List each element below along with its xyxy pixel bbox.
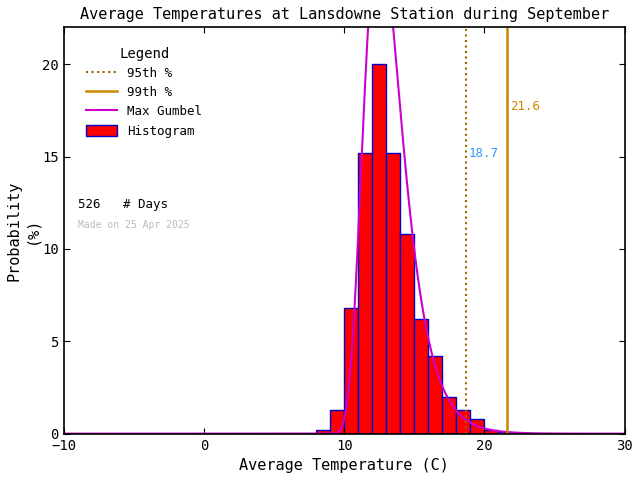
Bar: [387, 153, 400, 433]
Text: 21.6: 21.6: [509, 100, 540, 113]
Bar: [428, 356, 442, 433]
Title: Average Temperatures at Lansdowne Station during September: Average Temperatures at Lansdowne Statio…: [79, 7, 609, 22]
Bar: [316, 430, 330, 433]
Bar: [470, 419, 484, 433]
Bar: [372, 64, 387, 433]
Bar: [400, 234, 414, 433]
Text: 18.7: 18.7: [468, 146, 499, 159]
Bar: [499, 432, 513, 433]
Bar: [358, 153, 372, 433]
Bar: [442, 396, 456, 433]
Bar: [330, 409, 344, 433]
Text: 526   # Days: 526 # Days: [77, 198, 168, 211]
Bar: [344, 308, 358, 433]
Bar: [484, 430, 499, 433]
Legend: 95th %, 99th %, Max Gumbel, Histogram: 95th %, 99th %, Max Gumbel, Histogram: [81, 42, 207, 143]
Text: Made on 25 Apr 2025: Made on 25 Apr 2025: [77, 220, 189, 230]
X-axis label: Average Temperature (C): Average Temperature (C): [239, 458, 449, 473]
Bar: [456, 409, 470, 433]
Y-axis label: Probability
(%): Probability (%): [7, 180, 39, 281]
Bar: [414, 319, 428, 433]
